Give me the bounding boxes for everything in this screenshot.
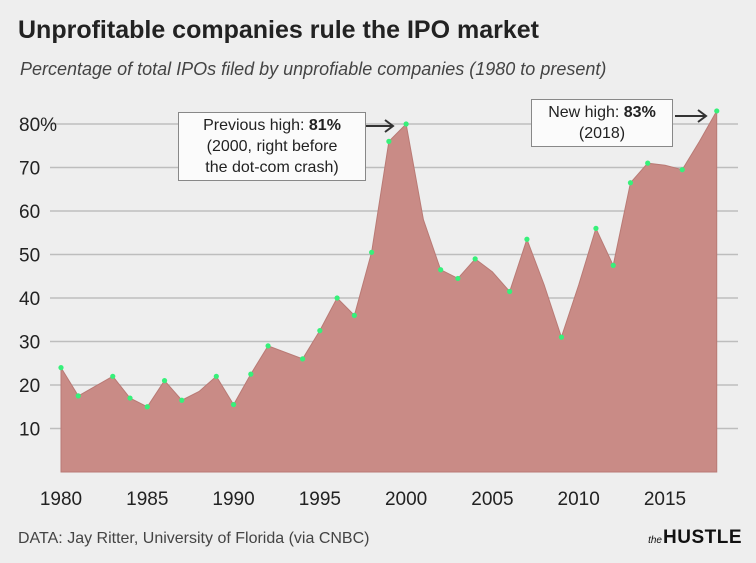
data-point [351,312,357,318]
chart-title: Unprofitable companies rule the IPO mark… [18,16,539,44]
data-point [610,262,616,268]
y-tick-label: 50 [19,246,40,267]
data-point [248,371,254,377]
y-tick-label: 30 [19,333,40,354]
new-high-callout: New high: 83% (2018) [531,99,673,147]
x-tick-label: 1990 [212,489,254,510]
area-series [60,109,718,473]
previous-high-line2: (2000, right before [206,138,338,155]
arrow-head [697,109,708,123]
y-tick-label: 70 [19,159,40,180]
new-high-value: 83% [623,104,656,121]
brand-prefix: the [648,535,662,546]
brand-logo: theHUSTLE [648,527,742,549]
previous-high-callout: Previous high: 81% (2000, right before t… [178,112,366,181]
previous-high-line3: the dot-com crash) [205,159,339,176]
x-tick-label: 1995 [299,489,341,510]
arrow-head [384,119,395,133]
data-point [334,295,340,301]
y-tick-label: 20 [19,376,40,397]
data-point [403,121,409,127]
data-point [213,373,219,379]
data-point [558,334,565,340]
x-tick-label: 2005 [471,489,513,510]
y-tick-label: 10 [19,420,40,441]
data-point [524,236,530,242]
new-high-arrow [675,109,708,123]
data-point [110,373,116,379]
new-high-label: New high: [548,104,624,121]
data-point [179,397,185,403]
x-tick-label: 2000 [385,489,427,510]
data-points [58,108,720,410]
x-tick-label: 1985 [126,489,168,510]
x-tick-label: 2010 [558,489,600,510]
data-point [75,393,81,399]
data-point [714,108,720,114]
data-point [317,328,323,334]
y-tick-label: 60 [19,202,40,223]
previous-high-arrow [365,119,395,133]
data-point [127,395,133,401]
x-axis-ticks: 1980 1985 1990 1995 2000 2005 2010 2015 [40,489,686,510]
data-point [645,160,651,166]
x-tick-label: 1980 [40,489,82,510]
y-tick-label: 80% [19,115,57,136]
data-point [593,225,599,231]
data-point [369,249,375,255]
source-note: DATA: Jay Ritter, University of Florida … [18,530,370,547]
data-point [679,167,685,173]
brand-name: HUSTLE [663,527,742,548]
data-point [144,404,150,410]
new-high-line2: (2018) [578,125,626,142]
x-tick-label: 2015 [644,489,686,510]
data-point [299,356,306,362]
data-point [386,138,392,144]
data-point [58,365,64,371]
data-point [161,378,168,384]
data-point [265,343,271,349]
chart-subtitle: Percentage of total IPOs filed by unprof… [20,59,607,79]
y-axis-ticks: 80% 70 60 50 40 30 20 10 [19,115,57,441]
y-tick-label: 40 [19,289,40,310]
previous-high-label: Previous high: [203,117,309,134]
data-point [455,275,461,282]
data-point [472,256,478,262]
data-point [438,267,444,273]
callout-arrows [365,109,708,133]
previous-high-value: 81% [308,117,341,134]
data-point [230,401,237,408]
data-point [627,180,634,186]
data-point [507,288,513,295]
